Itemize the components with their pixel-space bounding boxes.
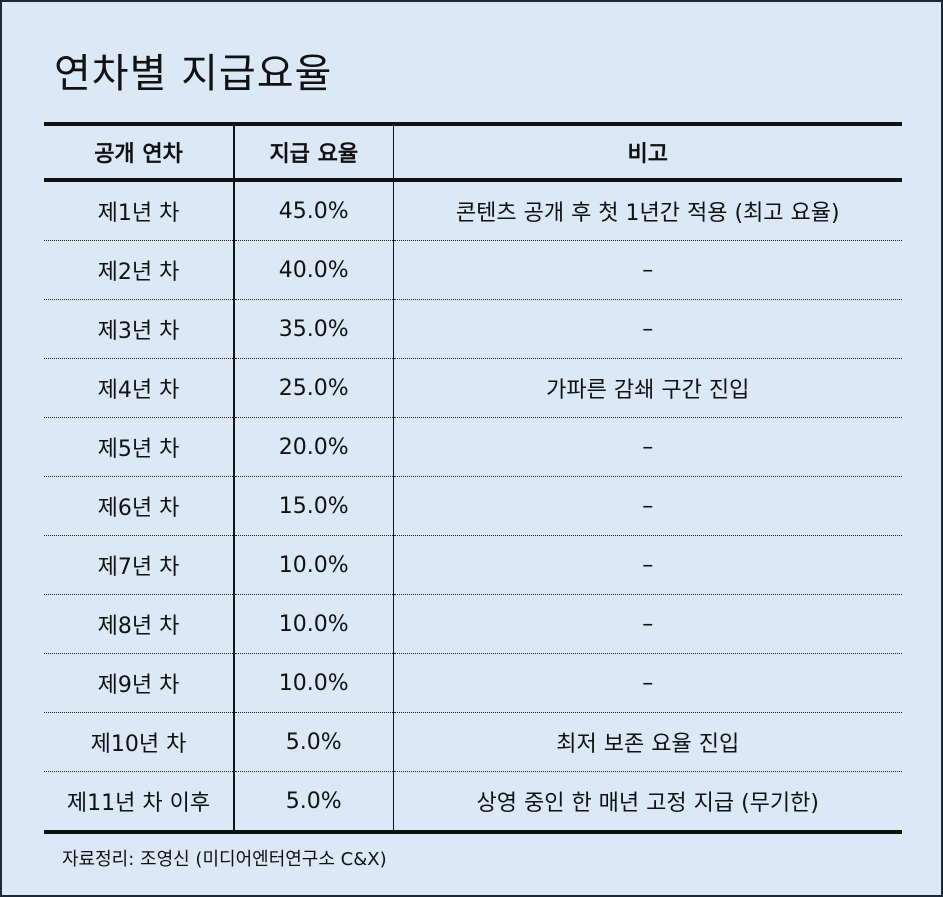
cell-note: 상영 중인 한 매년 고정 지급 (무기한)	[393, 771, 902, 834]
table-row: 제9년 차 10.0% –	[44, 653, 902, 713]
cell-year: 제4년 차	[44, 358, 235, 418]
cell-rate: 10.0%	[234, 535, 394, 595]
cell-year: 제7년 차	[44, 535, 235, 595]
cell-note: –	[393, 299, 902, 359]
table-row: 제8년 차 10.0% –	[44, 594, 902, 654]
cell-note: –	[393, 535, 902, 595]
cell-rate: 20.0%	[234, 417, 394, 477]
cell-rate: 15.0%	[234, 476, 394, 536]
cell-note: –	[393, 417, 902, 477]
cell-year: 제11년 차 이후	[44, 771, 235, 834]
header-rate: 지급 요율	[234, 124, 394, 180]
table-row: 제1년 차 45.0% 콘텐츠 공개 후 첫 1년간 적용 (최고 요율)	[44, 180, 902, 241]
cell-year: 제1년 차	[44, 180, 235, 241]
source-note: 자료정리: 조영신 (미디어엔터연구소 C&X)	[62, 849, 387, 870]
table-row: 제4년 차 25.0% 가파른 감쇄 구간 진입	[44, 358, 902, 418]
rate-table: 공개 연차 지급 요율 비고 제1년 차 45.0% 콘텐츠 공개 후 첫 1년…	[44, 122, 902, 834]
cell-rate: 25.0%	[234, 358, 394, 418]
cell-note: –	[393, 240, 902, 300]
table-row: 제5년 차 20.0% –	[44, 417, 902, 477]
cell-rate: 45.0%	[234, 180, 394, 241]
table-row: 제3년 차 35.0% –	[44, 299, 902, 359]
cell-year: 제2년 차	[44, 240, 235, 300]
table-row: 제11년 차 이후 5.0% 상영 중인 한 매년 고정 지급 (무기한)	[44, 771, 902, 834]
header-year: 공개 연차	[44, 124, 235, 180]
cell-note: 가파른 감쇄 구간 진입	[393, 358, 902, 418]
cell-year: 제3년 차	[44, 299, 235, 359]
cell-note: –	[393, 476, 902, 536]
cell-rate: 10.0%	[234, 594, 394, 654]
page-title: 연차별 지급요율	[54, 51, 333, 97]
cell-rate: 5.0%	[234, 712, 394, 772]
table-header-row: 공개 연차 지급 요율 비고	[44, 124, 902, 180]
cell-rate: 10.0%	[234, 653, 394, 713]
table-row: 제7년 차 10.0% –	[44, 535, 902, 595]
cell-rate: 35.0%	[234, 299, 394, 359]
cell-year: 제9년 차	[44, 653, 235, 713]
cell-year: 제5년 차	[44, 417, 235, 477]
table-row: 제10년 차 5.0% 최저 보존 요율 진입	[44, 712, 902, 772]
table-row: 제6년 차 15.0% –	[44, 476, 902, 536]
table-row: 제2년 차 40.0% –	[44, 240, 902, 300]
cell-year: 제6년 차	[44, 476, 235, 536]
cell-note: –	[393, 653, 902, 713]
cell-note: –	[393, 594, 902, 654]
cell-rate: 40.0%	[234, 240, 394, 300]
cell-year: 제10년 차	[44, 712, 235, 772]
header-note: 비고	[627, 142, 668, 167]
cell-rate: 5.0%	[234, 771, 394, 834]
cell-year: 제8년 차	[44, 594, 235, 654]
cell-note: 콘텐츠 공개 후 첫 1년간 적용 (최고 요율)	[393, 180, 902, 241]
cell-note: 최저 보존 요율 진입	[393, 712, 902, 772]
